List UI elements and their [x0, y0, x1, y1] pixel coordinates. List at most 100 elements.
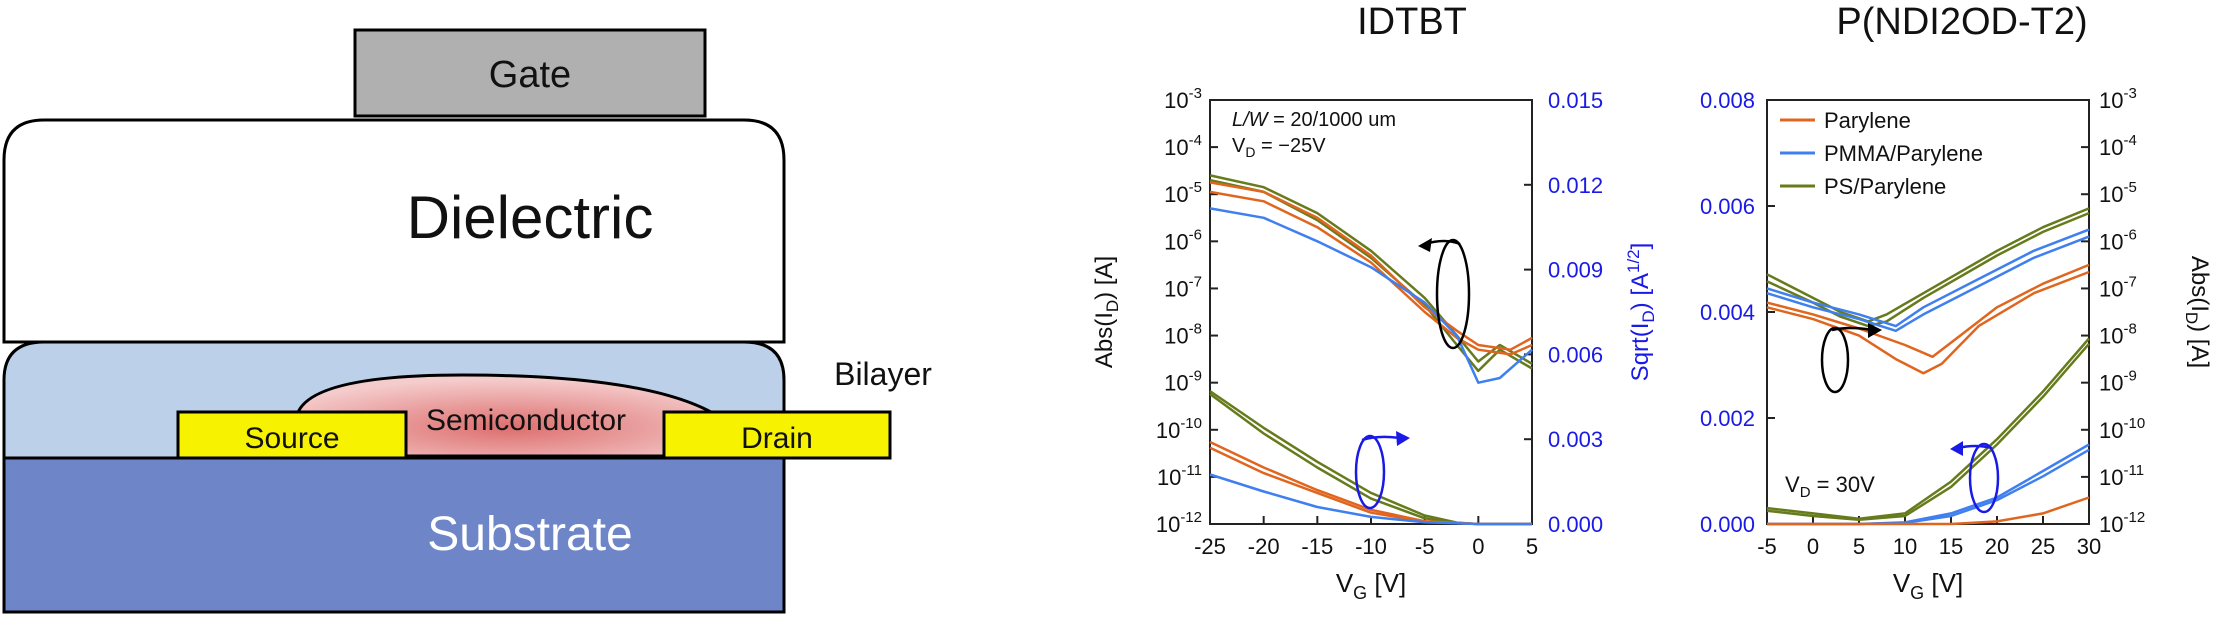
chart2-legend: Parylene PMMA/Parylene PS/Parylene [1780, 108, 1983, 199]
chart1-ytick-right-label: 0.003 [1548, 427, 1603, 452]
chart2-ytick-right-label: 10-9 [2099, 368, 2137, 396]
chart1-log-curve-parylene [1209, 181, 1533, 351]
chart2-xtick-label: 0 [1807, 534, 1819, 559]
chart2-xtick-label: -5 [1757, 534, 1777, 559]
chart1-sqrt-ellipse [1354, 434, 1386, 510]
device-diagram: Gate Dielectric Bilayer Source Semicondu… [2, 28, 932, 614]
chart1-log-curve-ps [1209, 178, 1533, 373]
chart2-log-arrowhead [1868, 323, 1882, 338]
chart1-sqrt-curve-parylene [1209, 446, 1532, 526]
chart1-sqrt-curve-ps [1209, 392, 1532, 526]
chart2-ytick-left-label: 0.006 [1700, 194, 1755, 219]
chart-pndi: P(NDI2OD-T2) -5 0 5 10 15 20 25 30 0.008 0.006 0.0… [1700, 1, 2213, 603]
chart2-log-curve-parylene [1766, 270, 2090, 375]
chart2-lin-arrow [1957, 444, 1993, 450]
chart1-title: IDTBT [1357, 1, 1467, 43]
drain-label: Drain [741, 422, 813, 455]
chart2-log-curve-ps [1766, 207, 2090, 323]
chart2-ytick-right-label: 10-8 [2099, 321, 2137, 349]
legend-label-ps: PS/Parylene [1824, 174, 1946, 199]
chart2-log-curve-ps [1766, 211, 2090, 328]
gate-electrode [353, 28, 707, 118]
chart1-log-ellipse [1435, 238, 1471, 350]
chart1-ytick-left-label: 10-7 [1164, 273, 1202, 301]
bilayer-label: Bilayer [834, 356, 932, 392]
chart1-ytick-left-label: 10-4 [1164, 132, 1202, 160]
chart1-ytick-left-label: 10-9 [1164, 368, 1202, 396]
chart1-log-curve-ps [1209, 174, 1533, 365]
chart2-ytick-right-label: 10-3 [2099, 85, 2137, 113]
chart1-sqrt-curve-pmma [1209, 473, 1532, 526]
chart2-lin-arrowhead [1950, 441, 1963, 456]
chart1-log-arrowhead [1418, 238, 1432, 252]
substrate-layer [2, 456, 786, 614]
substrate-label: Substrate [427, 508, 632, 561]
chart1-ytick-right-label: 0.006 [1548, 342, 1603, 367]
chart2-xtick-label: 30 [2077, 534, 2101, 559]
chart1-xtick-label: -15 [1301, 534, 1333, 559]
chart2-ytick-right-label: 10-12 [2099, 509, 2145, 537]
chart2-ytick-right-label: 10-6 [2099, 226, 2137, 254]
chart1-ytick-right-label: 0.009 [1548, 258, 1603, 283]
chart1-ytick-left-label: 10-12 [1156, 509, 1202, 537]
chart1-ytick-left-label: 10-6 [1164, 226, 1202, 254]
chart1-xtick-label: 5 [1526, 534, 1538, 559]
dielectric-label: Dielectric [407, 184, 654, 251]
chart2-ytick-left-label: 0.004 [1700, 300, 1755, 325]
chart1-ytick-left-label: 10-11 [1157, 462, 1202, 490]
chart2-ytick-right-label: 10-7 [2099, 273, 2137, 301]
chart2-lin-ellipse [1968, 442, 2000, 514]
chart1-ytick-left-label: 10-5 [1164, 179, 1202, 207]
chart1-ytick-left-label: 10-3 [1164, 85, 1202, 113]
chart1-plot-frame [1209, 99, 1533, 525]
chart1-lw-annotation: L/W = 20/1000 um [1232, 109, 1396, 131]
chart1-xtick-label: 0 [1472, 534, 1484, 559]
chart1-ytick-right-label: 0.000 [1548, 512, 1603, 537]
chart1-ylabel-right: Sqrt(ID) [A1/2] [1624, 243, 1658, 382]
chart2-ylabel-right: Abs(ID) [A] [2182, 256, 2213, 368]
legend-label-pmma: PMMA/Parylene [1824, 141, 1983, 166]
chart2-ytick-left-label: 0.000 [1700, 512, 1755, 537]
chart1-sqrt-curve-ps [1209, 390, 1532, 526]
chart1-sqrt-arrow [1361, 435, 1401, 442]
chart1-ytick-left-label: 10-8 [1164, 321, 1202, 349]
semiconductor-label: Semiconductor [426, 404, 626, 437]
chart2-lin-curve-parylene [1767, 496, 2090, 526]
chart1-ytick-right-label: 0.012 [1548, 173, 1603, 198]
dielectric-layer [2, 118, 786, 344]
chart1-ytick-left-label: 10-10 [1156, 415, 1202, 443]
chart2-xtick-label: 5 [1853, 534, 1865, 559]
chart2-ytick-left-label: 0.008 [1700, 88, 1755, 113]
source-label: Source [244, 422, 339, 455]
chart1-log-curve-parylene [1209, 190, 1533, 356]
chart2-ytick-right-label: 10-11 [2099, 462, 2144, 490]
chart2-xtick-label: 25 [2031, 534, 2055, 559]
chart2-ytick-right-label: 10-4 [2099, 132, 2137, 160]
chart1-xtick-label: -20 [1248, 534, 1280, 559]
chart1-xlabel: VG [V] [1336, 568, 1406, 603]
gate-label: Gate [489, 54, 571, 96]
chart2-log-curve-parylene [1766, 263, 2090, 359]
chart-idtbt: IDTBT -25 -20 -15 -10 -5 0 5 10-3 10-4 10-5 10-6 10… [1091, 1, 1658, 603]
chart2-xtick-label: 20 [1985, 534, 2009, 559]
chart1-sqrt-arrowhead [1396, 431, 1410, 446]
chart1-ytick-right-label: 0.015 [1548, 88, 1603, 113]
chart2-xlabel: VG [V] [1893, 568, 1963, 603]
chart2-ytick-right-label: 10-10 [2099, 415, 2145, 443]
chart1-xtick-label: -5 [1415, 534, 1435, 559]
chart1-ylabel-left: Abs(ID) [A] [1091, 256, 1122, 368]
chart1-vd-annotation: VD = −25V [1232, 135, 1326, 160]
legend-label-parylene: Parylene [1824, 108, 1911, 133]
chart1-xtick-label: -25 [1194, 534, 1226, 559]
chart2-lin-curve-ps [1766, 337, 2090, 520]
chart2-title: P(NDI2OD-T2) [1836, 1, 2087, 43]
chart2-vd-annotation: VD = 30V [1785, 472, 1875, 501]
chart2-log-curve-pmma [1766, 235, 2090, 333]
chart1-xtick-label: -10 [1355, 534, 1387, 559]
chart2-xtick-label: 10 [1893, 534, 1917, 559]
chart2-xtick-label: 15 [1939, 534, 1963, 559]
chart2-ytick-right-label: 10-5 [2099, 179, 2137, 207]
chart2-lin-curve-ps [1766, 342, 2090, 522]
chart2-log-arrow [1831, 326, 1873, 332]
